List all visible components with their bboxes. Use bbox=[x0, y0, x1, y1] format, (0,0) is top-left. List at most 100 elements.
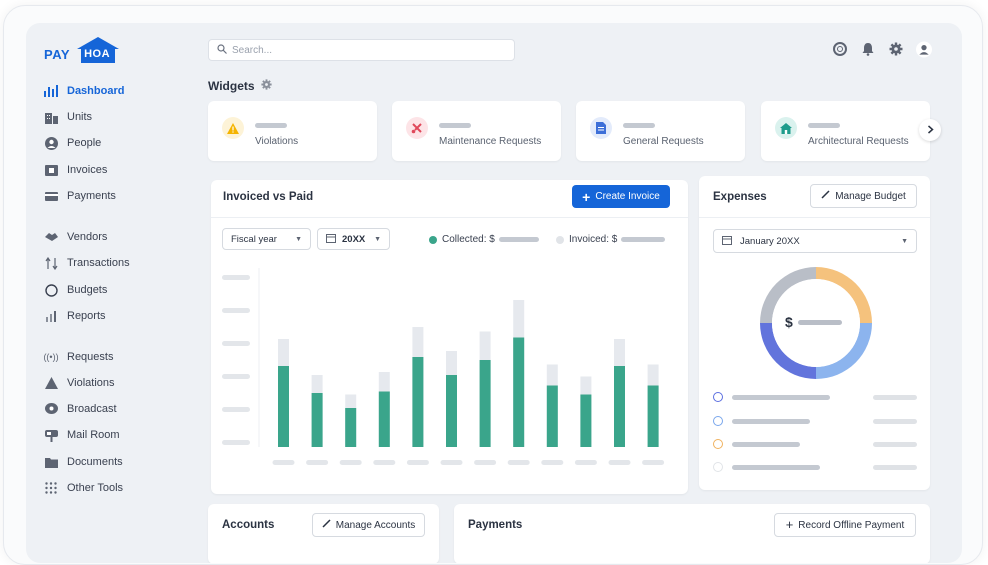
bar-collected[interactable] bbox=[546, 385, 558, 448]
legend-row bbox=[713, 392, 917, 404]
legend-invoiced-label: Invoiced: $ bbox=[569, 234, 618, 245]
bar-collected[interactable] bbox=[647, 385, 659, 448]
bell-icon[interactable] bbox=[860, 41, 876, 57]
bar-collected[interactable] bbox=[580, 394, 592, 448]
logo-house-icon: HOA bbox=[75, 36, 121, 64]
widget-value-placeholder bbox=[623, 123, 655, 128]
widget-maintenance-requests[interactable]: Maintenance Requests bbox=[392, 101, 561, 161]
sidebar-item-payments[interactable]: Payments bbox=[44, 186, 194, 206]
search-input[interactable]: Search... bbox=[208, 39, 515, 61]
sidebar-item-label: People bbox=[67, 137, 102, 149]
calendar-icon bbox=[722, 235, 732, 248]
period-select[interactable]: Fiscal year ▼ bbox=[222, 228, 311, 250]
sidebar-item-label: Requests bbox=[67, 351, 114, 363]
legend-value-placeholder bbox=[873, 395, 917, 400]
bar-collected[interactable] bbox=[412, 357, 424, 447]
record-offline-payment-button[interactable]: + Record Offline Payment bbox=[774, 513, 916, 537]
bar-collected[interactable] bbox=[278, 366, 289, 447]
sidebar-item-label: Broadcast bbox=[67, 403, 117, 415]
gear-icon[interactable] bbox=[260, 79, 272, 93]
invoiced-dot bbox=[556, 235, 564, 244]
accounts-card: Accounts Manage Accounts bbox=[208, 504, 439, 563]
card-divider bbox=[699, 217, 930, 218]
bar-collected[interactable] bbox=[614, 366, 625, 447]
sidebar-item-invoices[interactable]: Invoices bbox=[44, 160, 194, 180]
x-tick-placeholder bbox=[272, 460, 295, 465]
sidebar-item-documents[interactable]: Documents bbox=[44, 452, 194, 472]
create-invoice-button[interactable]: + Create Invoice bbox=[572, 185, 670, 208]
collected-dot bbox=[429, 235, 437, 244]
sidebar-item-budgets[interactable]: Budgets bbox=[44, 280, 194, 300]
invoice-icon bbox=[44, 163, 58, 177]
manage-budget-button[interactable]: Manage Budget bbox=[810, 184, 917, 208]
person-icon bbox=[44, 136, 58, 150]
sidebar-item-people[interactable]: People bbox=[44, 133, 194, 153]
sidebar-item-broadcast[interactable]: Broadcast bbox=[44, 399, 194, 419]
payments-icon bbox=[44, 189, 58, 203]
widget-label: Violations bbox=[255, 136, 299, 147]
sidebar-item-violations[interactable]: Violations bbox=[44, 373, 194, 393]
legend-label-placeholder bbox=[732, 395, 830, 400]
x-tick-placeholder bbox=[507, 460, 530, 465]
period-select-value: Fiscal year bbox=[231, 233, 277, 245]
bar-chart bbox=[222, 268, 665, 465]
widgets-header: Widgets bbox=[208, 79, 272, 93]
legend-circle bbox=[713, 439, 723, 449]
donut-currency: $ bbox=[785, 314, 793, 330]
y-tick-placeholder bbox=[222, 341, 250, 346]
manage-accounts-button[interactable]: Manage Accounts bbox=[312, 513, 425, 537]
widget-general-requests[interactable]: General Requests bbox=[576, 101, 745, 161]
grid-icon bbox=[44, 481, 58, 495]
expenses-title: Expenses bbox=[713, 191, 767, 203]
donut-segment bbox=[760, 323, 816, 379]
sidebar-item-vendors[interactable]: Vendors bbox=[44, 227, 194, 247]
caret-down-icon: ▼ bbox=[901, 237, 908, 245]
legend-circle bbox=[713, 462, 723, 472]
sidebar-item-other-tools[interactable]: Other Tools bbox=[44, 478, 194, 498]
requests-icon: ((•)) bbox=[43, 352, 59, 362]
gear-icon[interactable] bbox=[888, 41, 904, 57]
brand-logo[interactable]: PAY HOA bbox=[44, 36, 121, 64]
legend-label-placeholder bbox=[732, 465, 820, 470]
year-select[interactable]: 20XX ▼ bbox=[317, 228, 390, 250]
sidebar-item-requests[interactable]: ((•)) Requests bbox=[43, 347, 194, 367]
bar-collected[interactable] bbox=[345, 408, 357, 447]
sidebar-item-dashboard[interactable]: Dashboard bbox=[44, 81, 194, 101]
sidebar-item-label: Vendors bbox=[67, 231, 108, 243]
user-avatar-icon[interactable] bbox=[916, 41, 932, 57]
widgets-next-button[interactable] bbox=[919, 119, 941, 141]
building-icon bbox=[44, 110, 58, 124]
sidebar-item-label: Payments bbox=[67, 190, 116, 202]
reports-icon bbox=[44, 309, 58, 323]
month-select[interactable]: January 20XX ▼ bbox=[713, 229, 917, 253]
legend-label-placeholder bbox=[732, 442, 800, 447]
sidebar-item-reports[interactable]: Reports bbox=[44, 306, 194, 326]
x-tick-placeholder bbox=[306, 460, 329, 465]
donut-segment bbox=[816, 323, 872, 379]
create-invoice-label: Create Invoice bbox=[595, 191, 660, 202]
donut-value-placeholder bbox=[797, 319, 842, 325]
search-icon bbox=[217, 41, 227, 59]
mailbox-icon bbox=[44, 428, 58, 442]
calendar-icon bbox=[326, 233, 336, 246]
sidebar-item-transactions[interactable]: Transactions bbox=[44, 253, 194, 273]
year-select-value: 20XX bbox=[342, 233, 366, 245]
plus-icon: + bbox=[582, 188, 591, 205]
sidebar-item-mail-room[interactable]: Mail Room bbox=[44, 425, 194, 445]
bar-collected[interactable] bbox=[513, 337, 525, 448]
bar-collected[interactable] bbox=[446, 375, 457, 447]
sidebar-item-units[interactable]: Units bbox=[44, 107, 194, 127]
widget-architectural-requests[interactable]: Architectural Requests bbox=[761, 101, 930, 161]
caret-down-icon: ▼ bbox=[295, 235, 302, 243]
widget-value-placeholder bbox=[808, 123, 840, 128]
bar-collected[interactable] bbox=[378, 391, 390, 448]
help-lifebuoy-icon[interactable] bbox=[832, 41, 848, 57]
budget-icon bbox=[44, 283, 58, 297]
widget-violations[interactable]: Violations bbox=[208, 101, 377, 161]
record-offline-payment-label: Record Offline Payment bbox=[798, 519, 905, 531]
bar-collected[interactable] bbox=[479, 360, 491, 447]
legend-label-placeholder bbox=[732, 419, 810, 424]
folder-icon bbox=[44, 455, 58, 469]
warning-icon bbox=[44, 376, 58, 390]
bar-collected[interactable] bbox=[311, 393, 323, 447]
